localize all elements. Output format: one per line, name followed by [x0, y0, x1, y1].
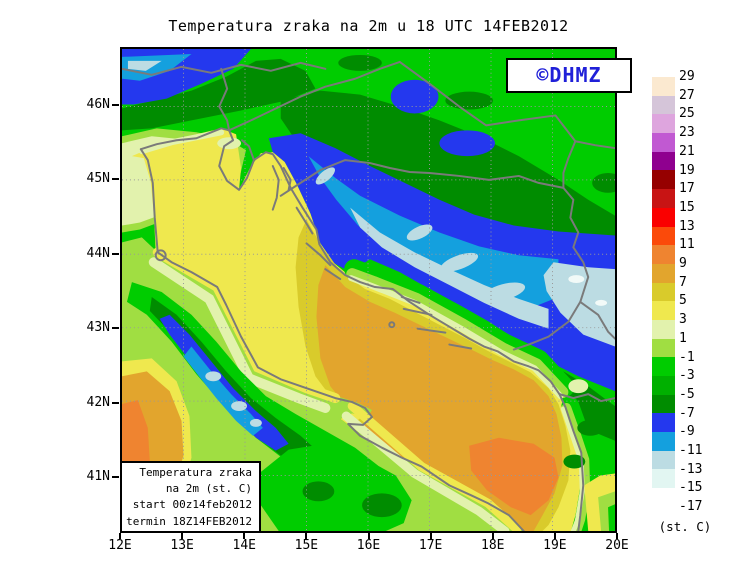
- colorbar-block: [652, 151, 675, 171]
- colorbar-tick-label: -5: [679, 386, 695, 402]
- colorbar-block: [652, 413, 675, 433]
- colorbar-block: [652, 488, 675, 507]
- colorbar-block: [652, 376, 675, 395]
- legend-line: Temperatura zraka: [139, 466, 252, 479]
- colorbar-block: [652, 133, 675, 152]
- colorbar-tick-label: 23: [679, 125, 695, 141]
- colorbar-tick-label: 5: [679, 293, 687, 309]
- x-axis-tick: [616, 533, 618, 539]
- colorbar-tick-label: 25: [679, 106, 695, 122]
- colorbar-block: [652, 263, 675, 283]
- x-axis-label: 20E: [605, 538, 629, 553]
- colorbar-tick-label: 7: [679, 274, 687, 290]
- x-axis-tick: [429, 533, 432, 539]
- x-axis-tick: [181, 533, 184, 539]
- coastlines: [139, 127, 585, 531]
- y-axis-label: 42N: [86, 394, 110, 410]
- y-axis-label: 41N: [86, 469, 110, 484]
- graticule: [122, 49, 615, 531]
- colorbar-block: [652, 245, 675, 264]
- colorbar-tick-label: 13: [679, 218, 695, 234]
- x-axis-tick: [243, 533, 246, 539]
- colorbar-tick-label: 19: [679, 162, 695, 178]
- y-axis-tick: [112, 252, 119, 255]
- colorbar-tick-label: 9: [679, 256, 687, 271]
- legend-line: na 2m (st. C): [165, 482, 252, 496]
- colorbar-tick-label: -3: [679, 368, 695, 384]
- country-borders: [122, 60, 615, 403]
- colorbar-tick-label: -7: [679, 405, 695, 421]
- y-axis-tick: [112, 476, 119, 478]
- colorbar-tick-label: -1: [679, 349, 695, 365]
- map-frame: [120, 47, 617, 533]
- legend-line: termin 18Z14FEB2012: [126, 514, 252, 528]
- colorbar-tick-label: 3: [679, 312, 687, 328]
- x-axis-tick: [491, 533, 494, 539]
- colorbar-block: [652, 357, 675, 376]
- colorbar-block: [652, 189, 675, 208]
- x-axis-label: 12E: [108, 538, 132, 553]
- colorbar-tick-label: 17: [679, 181, 695, 197]
- x-axis-label: 14E: [232, 538, 256, 553]
- colorbar-block: [652, 282, 675, 302]
- adriatic-sea: [131, 128, 583, 531]
- y-axis-label: 44N: [86, 245, 110, 261]
- x-axis-tick: [553, 533, 556, 539]
- x-axis-tick: [305, 533, 308, 539]
- legend-box: Temperatura zraka na 2m (st. C) start 00z1…: [120, 461, 261, 533]
- colorbar-tick-label: -13: [679, 461, 703, 477]
- colorbar-tick-label: -11: [679, 443, 703, 458]
- colorbar-tick-label: -17: [679, 499, 703, 515]
- x-axis-tick: [119, 533, 121, 539]
- y-axis-label: 43N: [86, 320, 110, 336]
- y-axis-tick: [112, 327, 119, 330]
- colorbar-unit: (st. C): [658, 519, 712, 534]
- y-axis-label: 46N: [86, 97, 110, 112]
- colorbar-block: [652, 338, 675, 358]
- page-title: Temperatura zraka na 2m u 18 UTC 14FEB20…: [168, 17, 569, 35]
- x-axis-label: 17E: [418, 538, 443, 553]
- y-axis-tick: [112, 104, 119, 106]
- colorbar-block: [652, 207, 675, 227]
- colorbar-tick-label: -9: [679, 424, 695, 440]
- x-axis-label: 13E: [170, 538, 194, 553]
- x-axis-label: 19E: [543, 538, 567, 553]
- colorbar-tick-label: 21: [679, 143, 695, 159]
- colorbar-tick-label: -15: [679, 480, 703, 496]
- colorbar-block: [652, 319, 675, 339]
- colorbar-tick-label: 29: [679, 69, 695, 84]
- colorbar-tick-label: 11: [679, 237, 695, 253]
- dinaric-cold-bands: [268, 79, 615, 392]
- x-axis-label: 15E: [294, 538, 319, 553]
- colorbar-tick-label: 1: [679, 330, 687, 346]
- colorbar-block: [652, 170, 675, 190]
- colorbar-block: [652, 394, 675, 414]
- colorbar-block: [652, 432, 675, 451]
- colorbar-block: [652, 77, 675, 96]
- y-axis-label: 45N: [86, 171, 110, 187]
- colorbar-block: [652, 301, 675, 320]
- colorbar-block: [652, 450, 675, 470]
- dhmz-badge: ©DHMZ: [506, 58, 632, 93]
- x-axis-label: 16E: [356, 538, 381, 553]
- colorbar-block: [652, 469, 675, 489]
- colorbar-block: [652, 114, 675, 134]
- colorbar-blocks: [652, 77, 675, 507]
- dhmz-badge-text: ©DHMZ: [536, 63, 602, 87]
- map-svg: [122, 49, 615, 531]
- colorbar-block: [652, 95, 675, 115]
- legend-line: start 00z14feb2012: [132, 498, 252, 512]
- y-axis-tick: [112, 401, 119, 404]
- colorbar-block: [652, 226, 675, 246]
- y-axis-tick: [112, 178, 119, 181]
- x-axis-label: 18E: [481, 538, 505, 553]
- colorbar-tick-label: 15: [679, 199, 695, 215]
- colorbar-tick-label: 27: [679, 87, 695, 103]
- x-axis-tick: [367, 533, 370, 539]
